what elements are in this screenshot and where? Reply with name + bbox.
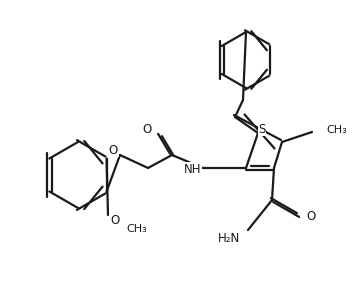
Text: S: S	[258, 122, 266, 135]
Text: O: O	[143, 122, 152, 135]
Text: NH: NH	[183, 162, 201, 176]
Text: CH₃: CH₃	[126, 224, 147, 234]
Text: O: O	[109, 143, 118, 156]
Text: CH₃: CH₃	[326, 125, 347, 135]
Text: O: O	[306, 210, 315, 224]
Text: O: O	[110, 214, 119, 227]
Text: H₂N: H₂N	[218, 231, 240, 245]
